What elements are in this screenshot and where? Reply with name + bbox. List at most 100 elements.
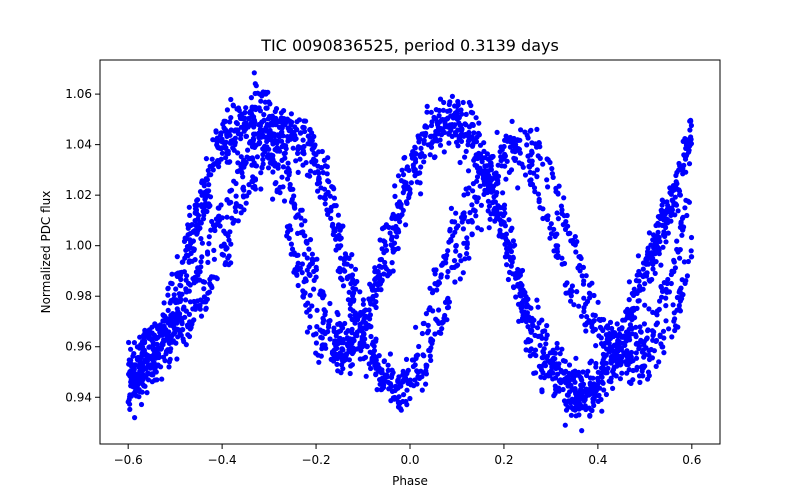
data-point	[624, 348, 630, 354]
data-point	[560, 386, 566, 393]
data-point	[198, 313, 205, 319]
data-point	[637, 379, 643, 385]
data-point	[636, 373, 643, 379]
data-point	[520, 312, 526, 318]
data-point	[379, 246, 385, 252]
data-point	[642, 352, 648, 358]
data-point	[536, 140, 542, 146]
data-point	[187, 212, 193, 218]
data-point	[174, 306, 180, 312]
data-point	[478, 202, 484, 208]
data-point	[203, 156, 209, 162]
data-point	[656, 359, 662, 365]
data-point	[629, 331, 635, 337]
data-point	[416, 343, 422, 350]
data-point	[319, 342, 325, 348]
data-point	[169, 271, 175, 277]
data-point	[293, 158, 299, 164]
data-point	[443, 254, 449, 260]
data-point	[323, 191, 329, 198]
data-point	[418, 191, 424, 197]
data-point	[659, 197, 665, 203]
data-point	[150, 346, 156, 353]
data-point	[453, 132, 459, 138]
data-point	[346, 289, 352, 295]
data-point	[174, 254, 180, 260]
data-point	[307, 168, 314, 174]
data-point	[587, 387, 593, 393]
data-point	[519, 282, 525, 288]
data-point	[565, 374, 571, 380]
data-point	[259, 119, 265, 125]
data-point	[471, 130, 477, 136]
data-point	[686, 161, 693, 167]
data-point	[668, 212, 674, 218]
data-point	[401, 155, 407, 161]
data-point	[291, 193, 297, 199]
data-point	[387, 351, 393, 357]
data-point	[415, 369, 421, 376]
data-point	[478, 227, 484, 233]
data-point	[192, 279, 198, 285]
data-point	[363, 373, 369, 379]
data-point	[665, 230, 671, 236]
data-point	[510, 238, 516, 244]
data-point	[335, 212, 341, 218]
data-point	[227, 140, 233, 146]
data-point	[476, 150, 482, 156]
data-point	[684, 212, 690, 219]
data-point	[508, 167, 515, 173]
data-point	[462, 256, 468, 262]
data-point	[607, 319, 614, 325]
data-point	[559, 255, 565, 261]
data-point	[166, 364, 172, 370]
data-point	[652, 249, 658, 255]
data-point	[574, 402, 580, 408]
data-point	[313, 152, 319, 158]
data-point	[640, 266, 646, 272]
data-point	[681, 259, 688, 265]
data-point	[348, 363, 354, 369]
data-point	[629, 290, 635, 297]
data-point	[554, 340, 560, 347]
data-point	[646, 230, 653, 236]
data-point	[300, 148, 306, 154]
data-point	[668, 280, 674, 287]
data-point	[306, 140, 312, 147]
data-point	[416, 135, 422, 141]
data-point	[141, 349, 147, 355]
data-point	[304, 329, 310, 335]
data-point	[539, 387, 545, 393]
data-point	[469, 219, 475, 225]
data-point	[340, 223, 346, 229]
data-point	[671, 310, 677, 316]
data-point	[588, 358, 595, 364]
data-point	[182, 314, 188, 320]
data-point	[170, 314, 176, 320]
data-point	[574, 289, 580, 295]
data-point	[583, 328, 589, 334]
data-point	[127, 406, 133, 412]
data-point	[125, 399, 131, 405]
data-point	[202, 279, 208, 285]
data-point	[531, 370, 537, 376]
data-point	[190, 238, 196, 244]
data-point	[234, 168, 241, 175]
x-tick-label: 0.0	[400, 453, 419, 467]
data-point	[448, 205, 454, 211]
data-point	[295, 282, 301, 289]
data-point	[521, 290, 528, 296]
data-point	[634, 364, 640, 370]
data-point	[249, 144, 255, 150]
data-point	[554, 246, 560, 252]
data-point	[527, 169, 533, 175]
data-point	[469, 231, 475, 237]
data-point	[228, 96, 234, 103]
data-point	[571, 302, 577, 308]
data-point	[265, 165, 272, 171]
data-point	[257, 127, 263, 133]
data-point	[388, 384, 394, 390]
data-point	[368, 333, 374, 340]
data-point	[370, 283, 376, 289]
data-point	[139, 373, 145, 379]
